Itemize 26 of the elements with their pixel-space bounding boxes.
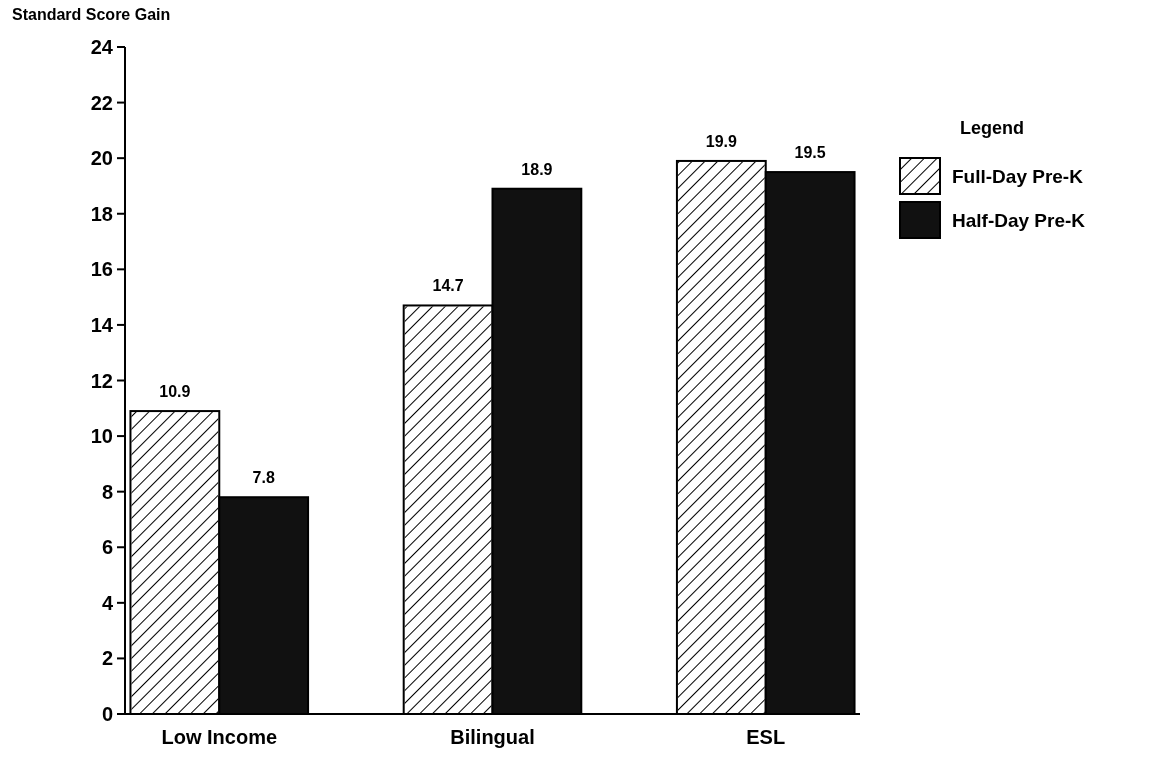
y-tick-label: 10 <box>90 425 113 448</box>
y-tick-label: 8 <box>101 480 113 503</box>
data-label: 7.8 <box>252 469 275 487</box>
x-tick-label: Bilingual <box>450 726 535 748</box>
data-label: 19.9 <box>705 132 738 150</box>
y-tick-label: 22 <box>90 91 113 114</box>
x-tick-label: Low Income <box>161 726 278 748</box>
x-tick-label: ESL <box>746 726 786 748</box>
y-tick-label: 16 <box>90 258 113 281</box>
y-tick-label: 18 <box>90 202 113 225</box>
data-label: 10.9 <box>159 383 191 401</box>
y-tick-label: 2 <box>101 647 113 670</box>
data-label: 18.9 <box>521 160 553 178</box>
data-label: 19.5 <box>794 144 826 162</box>
y-tick-label: 6 <box>101 536 113 559</box>
y-tick-label: 0 <box>101 703 113 725</box>
y-tick-label: 24 <box>90 36 114 58</box>
legend-title: Legend <box>960 118 1025 138</box>
y-tick-label: 20 <box>90 147 113 170</box>
y-tick-label: 14 <box>90 313 114 336</box>
legend-label: Half-Day Pre-K <box>952 209 1086 231</box>
y-axis-title: Standard Score Gain <box>12 6 171 23</box>
data-label: 14.7 <box>432 277 464 295</box>
y-tick-label: 12 <box>90 369 113 392</box>
legend-label: Full-Day Pre-K <box>952 165 1084 187</box>
y-tick-label: 4 <box>101 591 114 614</box>
